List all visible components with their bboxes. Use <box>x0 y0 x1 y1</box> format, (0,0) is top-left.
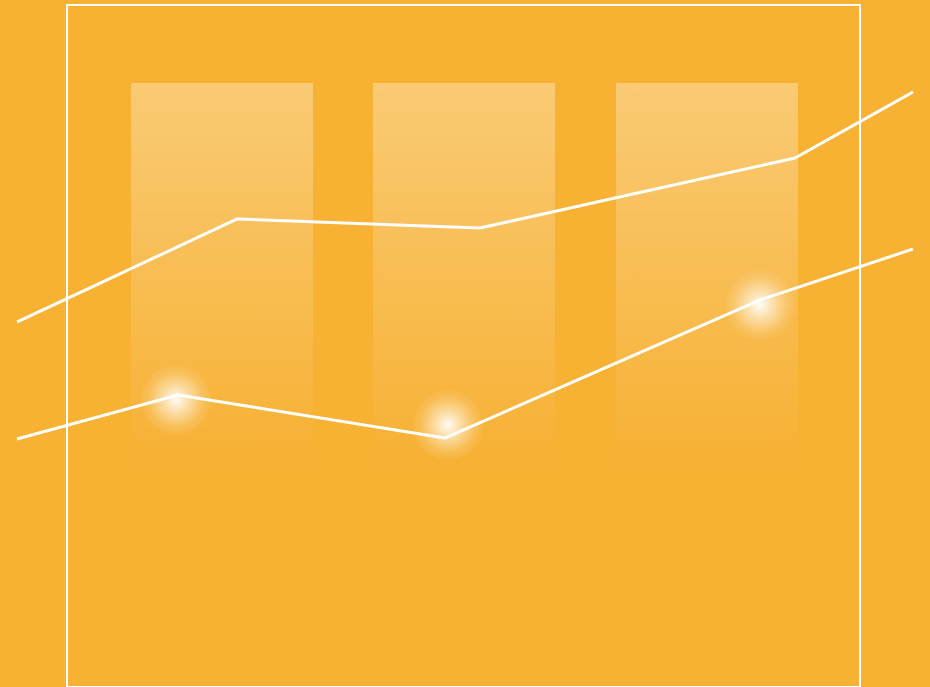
glow-highlight <box>141 365 211 435</box>
glow-highlight <box>725 270 795 340</box>
glow-highlight <box>413 390 483 460</box>
upper-trend-line <box>16 90 914 324</box>
